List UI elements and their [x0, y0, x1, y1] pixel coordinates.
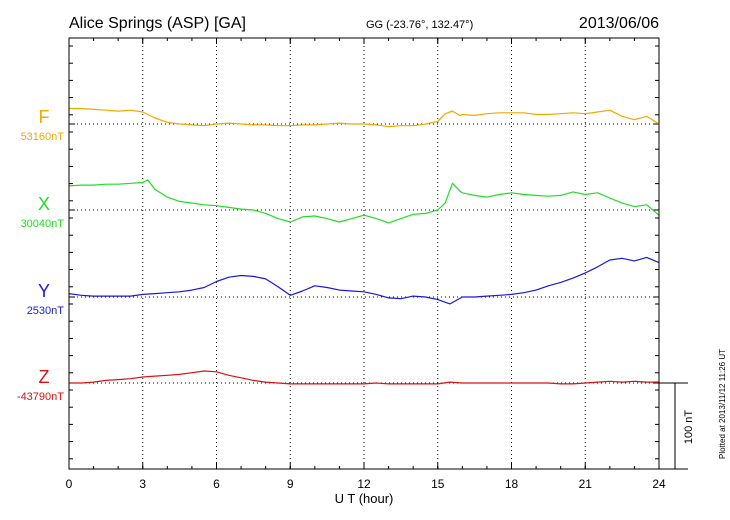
axis-ticks: 0 3 6 9 12 15 18 21 24: [66, 38, 666, 491]
series-baseline-label-x: 30040nT: [21, 218, 65, 230]
plotted-note: Plotted at 2013/11/12 11:26 UT: [718, 349, 727, 459]
series-lines: [68, 107, 660, 385]
x-tick-label: 12: [357, 477, 371, 491]
scale-bar-label: 100 nT: [683, 410, 695, 445]
series-line-x: [68, 179, 660, 224]
station-coordinates: GG (-23.76°, 132.47°): [366, 19, 473, 31]
series-line-f: [69, 107, 660, 128]
x-tick-label: 18: [505, 477, 519, 491]
series-line-y: [68, 256, 660, 305]
x-tick-label: 6: [213, 477, 220, 491]
series-line-z: [69, 370, 659, 385]
chart-date: 2013/06/06: [579, 15, 659, 32]
chart-title: Alice Springs (ASP) [GA]: [69, 15, 246, 32]
x-tick-label: 24: [652, 477, 666, 491]
series-name-x: X: [38, 194, 50, 214]
x-tick-label: 9: [287, 477, 294, 491]
x-axis-label: U T (hour): [335, 491, 394, 506]
x-tick-label: 15: [431, 477, 445, 491]
x-tick-label: 3: [139, 477, 146, 491]
series-name-f: F: [39, 107, 50, 127]
x-tick-label: 21: [579, 477, 593, 491]
series-baseline-label-f: 53160nT: [21, 131, 65, 143]
series-baseline-label-y: 2530nT: [27, 305, 65, 317]
series-baseline-label-z: -43790nT: [17, 391, 64, 403]
series-name-y: Y: [38, 281, 50, 301]
grid-lines: [142, 38, 586, 469]
series-name-z: Z: [39, 367, 50, 387]
x-tick-label: 0: [66, 477, 73, 491]
